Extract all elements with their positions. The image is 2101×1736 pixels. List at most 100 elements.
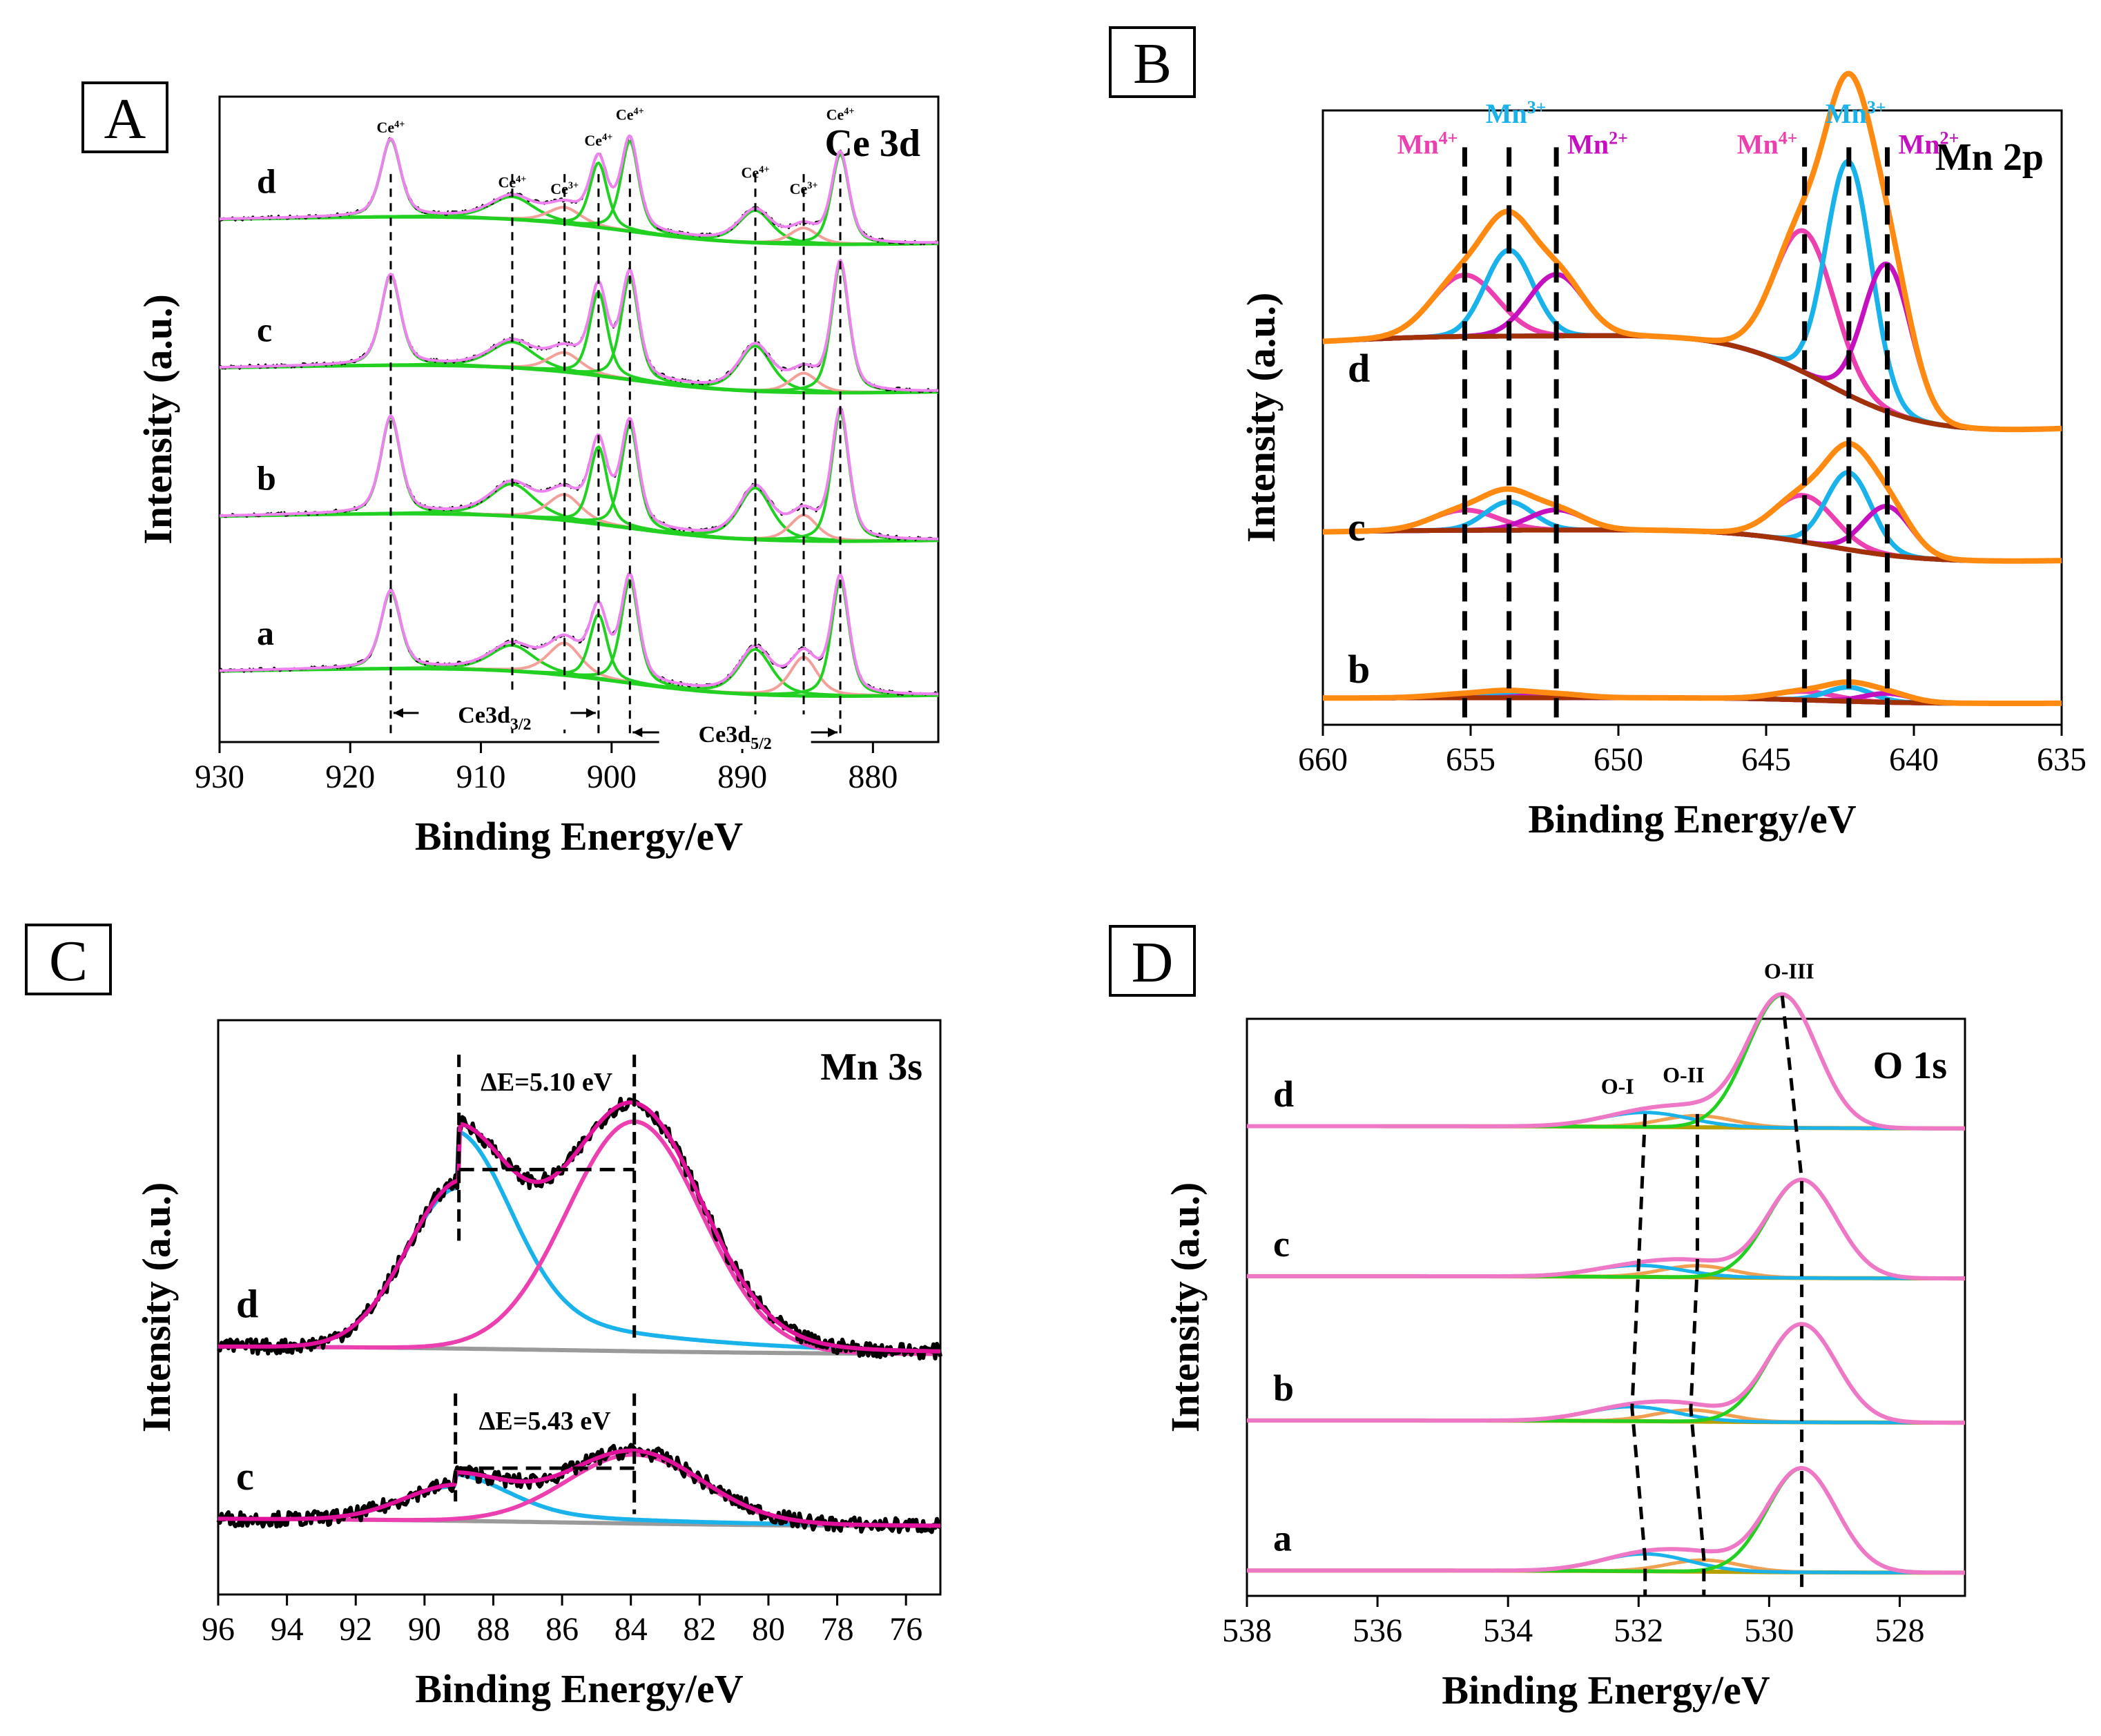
peak-label: Ce4+ (498, 174, 526, 191)
x-tick-label: 910 (456, 759, 506, 795)
delta-e-label: ΔE=5.10 eV (481, 1068, 613, 1097)
series-label-b: b (257, 459, 276, 498)
ce4-component-d (220, 195, 938, 246)
series-label-d: d (236, 1282, 258, 1327)
x-tick-label: 530 (1744, 1612, 1794, 1649)
plot-frame (1321, 109, 2063, 726)
envelope-b (220, 407, 939, 540)
ce3-component-b (220, 512, 938, 543)
x-tick-label: 534 (1483, 1612, 1533, 1649)
raw-data-c (1246, 1178, 1966, 1280)
o3-component-c (1247, 1178, 1965, 1280)
arrowhead (632, 727, 643, 737)
x-axis-label: Binding Energy/eV (1442, 1668, 1770, 1713)
panel-a-ce3d: A 930 920 910 900 890 880 Binding Energy/eV Inte… (81, 81, 940, 859)
x-tick-label: 84 (614, 1611, 648, 1648)
panel-label: B (1133, 32, 1172, 96)
peak-label: O-III (1764, 958, 1814, 983)
x-axis-label: Binding Energy/eV (415, 814, 743, 859)
ce4-component-a (219, 589, 938, 698)
panel-label: C (49, 929, 88, 993)
y-axis-label: Intensity (a.u.) (135, 294, 180, 545)
y-axis-label: Intensity (a.u.) (134, 1182, 179, 1433)
background-c (219, 363, 938, 395)
x-tick-label: 640 (1889, 741, 1939, 778)
peak-label: Ce3+ (790, 180, 818, 197)
x-tick-label: 645 (1741, 741, 1791, 778)
plot-frame (218, 95, 940, 743)
series-label-c: c (1273, 1223, 1290, 1265)
peak-label: Ce4+ (584, 132, 612, 149)
x-tick-label: 536 (1353, 1612, 1402, 1649)
peak-label: O-II (1663, 1062, 1704, 1087)
panel-title: Mn 2p (1935, 136, 2044, 179)
envelope-d (1246, 992, 1966, 1131)
span-label-bg (418, 694, 571, 730)
plot-frame (1246, 1017, 1966, 1597)
delta-e-label: ΔE=5.43 eV (479, 1407, 612, 1436)
series-label-d: d (1348, 346, 1370, 391)
span-label-bg (659, 714, 811, 749)
x-tick-label: 82 (683, 1611, 716, 1648)
peak-label: Ce4+ (616, 106, 644, 123)
panel-c-mn3s: C 96 94 92 90 88 86 84 82 80 78 76 Binding Energy/eV… (25, 924, 942, 1711)
peak-label: Mn2+ (1567, 128, 1628, 159)
panel-label-box (81, 81, 168, 153)
ce3-component-c (220, 364, 938, 394)
ce3-component-d (219, 215, 938, 246)
peak-label: Ce4+ (826, 106, 855, 123)
raw-data-d (1246, 993, 1966, 1131)
panel-label: A (104, 87, 146, 151)
panel-title: O 1s (1873, 1044, 1947, 1087)
x-tick-label: 930 (195, 759, 244, 795)
fit-peak-high-d (218, 1119, 941, 1356)
ce4-component-c (219, 275, 938, 394)
background-b (219, 511, 939, 543)
envelope-b (1246, 1322, 1966, 1425)
o3-component-d (1247, 993, 1965, 1131)
x-tick-label: 532 (1614, 1612, 1663, 1649)
arrowhead (828, 727, 838, 737)
x-tick-label: 900 (587, 759, 637, 795)
plot-frame (217, 1019, 942, 1596)
arrowhead (393, 708, 403, 718)
envelope-c (217, 1448, 941, 1528)
span-label: Ce3d5/2 (699, 722, 772, 753)
peak-label: Ce3+ (550, 180, 579, 197)
x-tick-label: 650 (1594, 741, 1643, 778)
x-tick-label: 655 (1446, 741, 1495, 778)
envelope-a (220, 572, 938, 696)
panel-title: Ce 3d (825, 122, 920, 165)
panel-label-box (1109, 925, 1196, 997)
x-tick-label: 80 (752, 1611, 785, 1648)
x-axis-label: Binding Energy/eV (415, 1666, 743, 1711)
envelope-a (1246, 1465, 1966, 1575)
series-label-c: c (1348, 505, 1366, 549)
envelope-b (1321, 679, 2063, 706)
x-tick-label: 880 (848, 759, 898, 795)
series-label-c: c (257, 311, 272, 349)
x-tick-label: 96 (202, 1611, 235, 1648)
x-tick-label: 90 (408, 1611, 441, 1648)
x-tick-label: 78 (821, 1611, 854, 1648)
x-tick-label: 76 (889, 1611, 922, 1648)
x-tick-label: 88 (476, 1611, 510, 1648)
series-label-a: a (257, 614, 274, 652)
peak-label: Mn4+ (1397, 128, 1458, 159)
x-tick-label: 94 (271, 1611, 304, 1648)
raw-data-c (1322, 442, 2062, 563)
peak-label: Mn3+ (1826, 97, 1886, 129)
panel-label: D (1132, 930, 1174, 995)
mn-component-d (1322, 261, 2062, 432)
peak-shift-guide (1689, 1113, 1706, 1596)
x-tick-label: 660 (1298, 741, 1348, 778)
x-axis-label: Binding Energy/eV (1528, 797, 1856, 841)
background-a (219, 667, 939, 698)
peak-label: Mn4+ (1737, 128, 1798, 159)
envelope-d (217, 1100, 941, 1354)
mn-component-d (1322, 228, 2062, 432)
envelope-c (220, 259, 938, 392)
x-tick-label: 528 (1875, 1612, 1924, 1649)
series-label-b: b (1348, 647, 1370, 692)
